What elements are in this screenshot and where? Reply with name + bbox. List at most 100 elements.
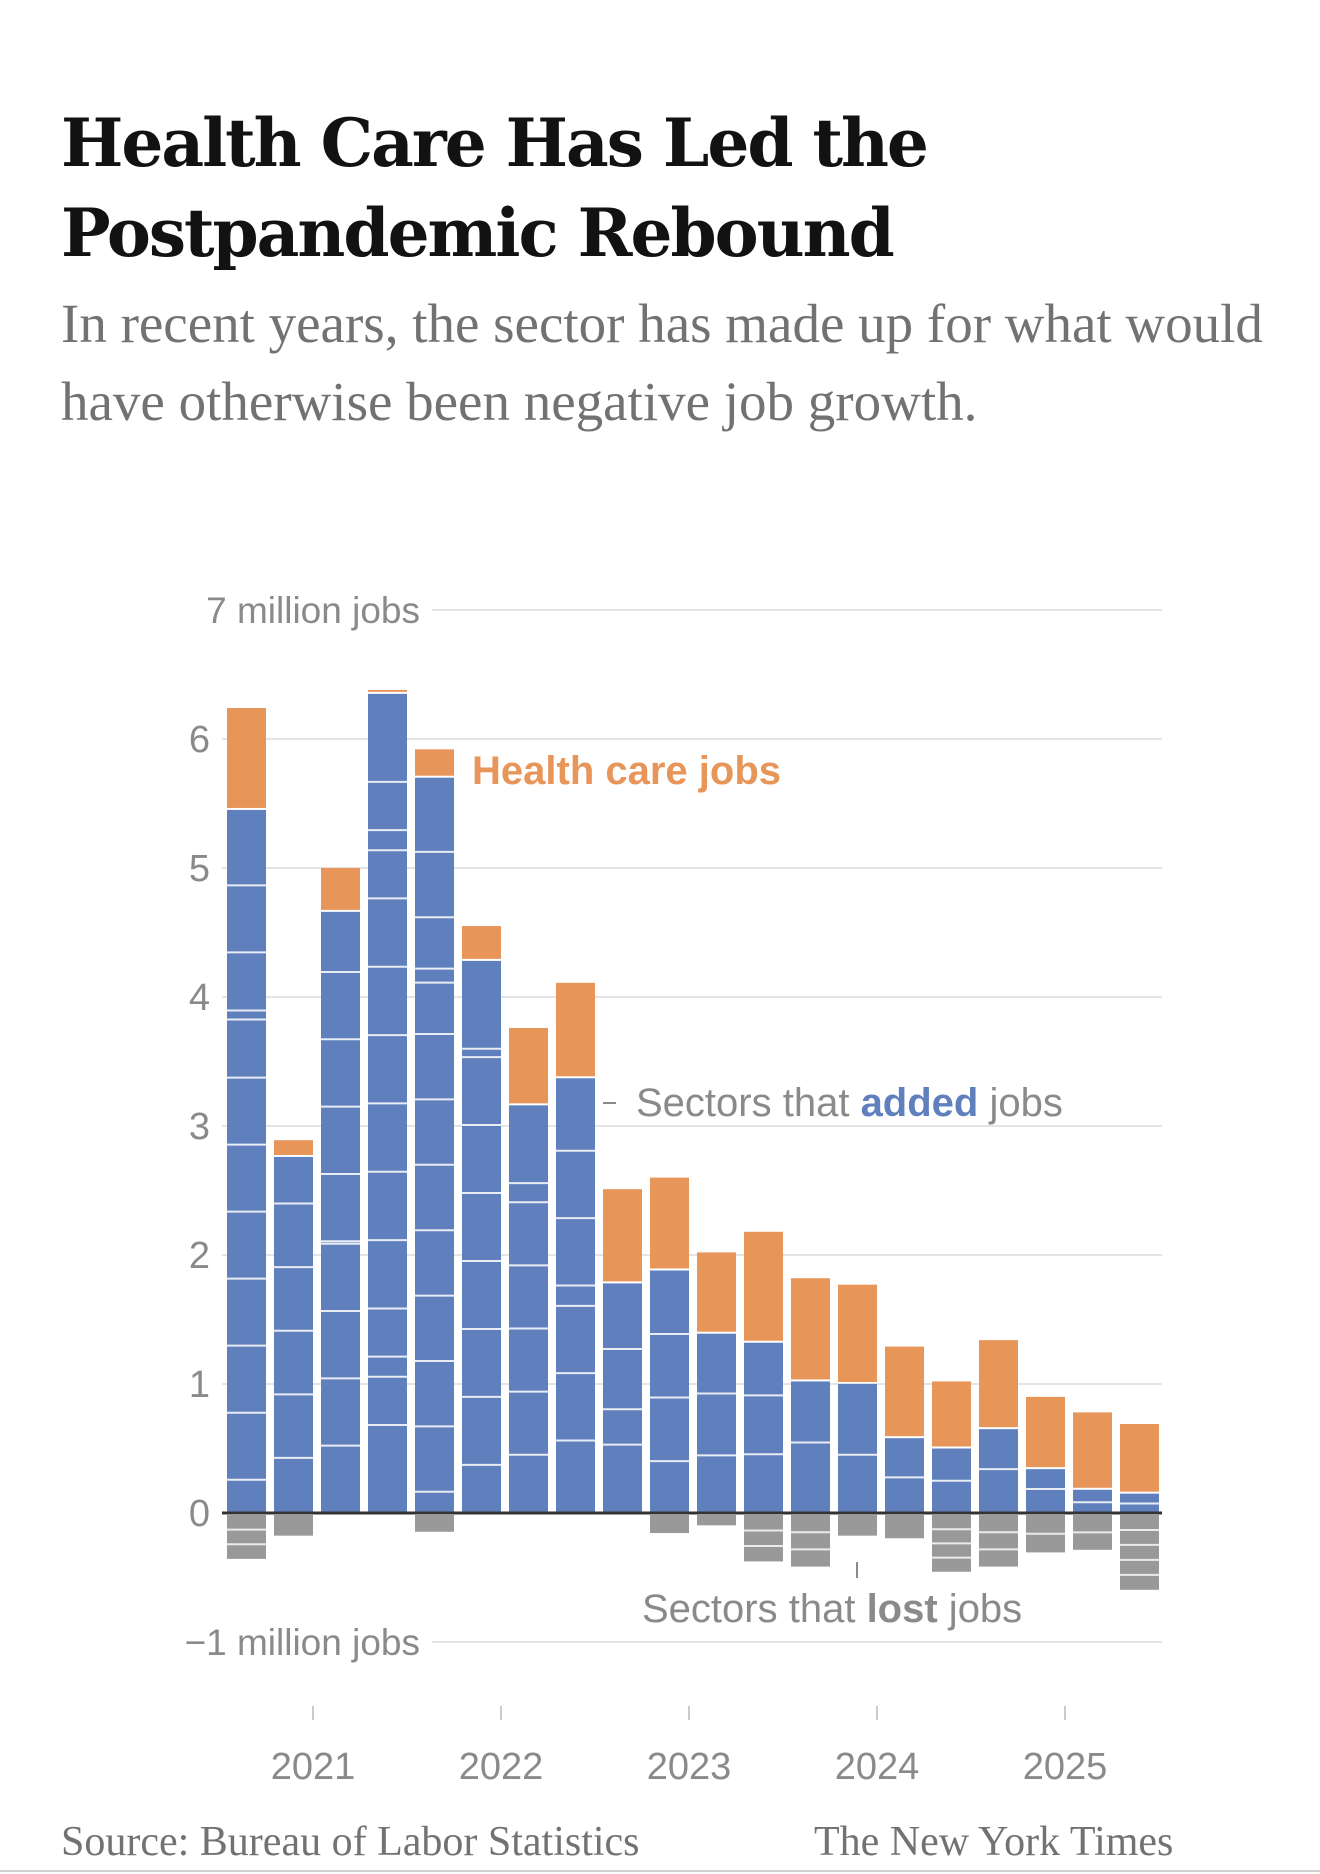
bottom-divider xyxy=(0,1870,1320,1872)
bar-added xyxy=(415,777,454,1513)
bar-health-care xyxy=(885,1346,924,1437)
stacked-bar-chart: 7 million jobs 6 5 4 3 2 1 0 −1 million jobs 202… xyxy=(185,590,1162,1788)
bar-added xyxy=(462,960,501,1513)
bar-group xyxy=(932,1381,971,1572)
bar-added xyxy=(791,1381,830,1513)
bar-health-care xyxy=(1120,1423,1159,1492)
bar-group xyxy=(227,708,266,1559)
bar-lost xyxy=(274,1515,313,1536)
bar-health-care xyxy=(791,1278,830,1380)
bar-group xyxy=(415,749,454,1532)
bar-health-care xyxy=(932,1381,971,1447)
bar-added xyxy=(274,1156,313,1513)
bars xyxy=(222,689,1162,1590)
bar-lost xyxy=(227,1515,266,1559)
bar-lost xyxy=(885,1515,924,1539)
bar-lost xyxy=(415,1515,454,1532)
bar-health-care xyxy=(838,1284,877,1382)
bar-added xyxy=(697,1333,736,1513)
bar-group xyxy=(791,1278,830,1567)
bar-group xyxy=(368,689,407,1513)
bar-health-care xyxy=(1026,1396,1065,1468)
y-tick-label: 4 xyxy=(189,977,210,1019)
bar-group xyxy=(650,1177,689,1534)
chart-subtitle: In recent years, the sector has made up … xyxy=(61,293,1263,432)
x-axis-ticks: 2021 2022 2023 2024 2025 xyxy=(271,1706,1108,1788)
added-label: Sectors that added jobs xyxy=(636,1081,1063,1125)
bar-health-care xyxy=(556,982,595,1077)
bar-added xyxy=(1026,1469,1065,1513)
lost-label: Sectors that lost jobs xyxy=(642,1587,1022,1631)
source-note: Source: Bureau of Labor Statistics xyxy=(61,1819,640,1865)
bar-lost xyxy=(744,1515,783,1562)
bar-health-care xyxy=(603,1189,642,1282)
added-label-prefix: Sectors that xyxy=(636,1081,861,1125)
x-tick-label: 2025 xyxy=(1023,1746,1108,1788)
bar-lost xyxy=(650,1515,689,1534)
x-tick-label: 2022 xyxy=(459,1746,544,1788)
bar-group xyxy=(603,1189,642,1513)
bar-group xyxy=(274,1140,313,1536)
bar-health-care xyxy=(979,1340,1018,1428)
bar-added xyxy=(509,1105,548,1513)
bar-health-care xyxy=(415,749,454,776)
bar-health-care xyxy=(462,926,501,959)
bar-added xyxy=(321,911,360,1513)
y-tick-label: 6 xyxy=(189,719,210,761)
bar-lost xyxy=(791,1515,830,1567)
added-label-suffix: jobs xyxy=(978,1081,1063,1125)
bar-health-care xyxy=(274,1140,313,1155)
y-tick-label: 3 xyxy=(189,1106,210,1148)
bar-added xyxy=(227,809,266,1513)
lost-label-bold: lost xyxy=(867,1587,938,1631)
bar-group xyxy=(1026,1396,1065,1553)
bar-group xyxy=(744,1231,783,1562)
bar-health-care xyxy=(321,868,360,910)
bar-group xyxy=(1073,1412,1112,1550)
bar-added xyxy=(603,1283,642,1513)
y-axis-ticks: 7 million jobs 6 5 4 3 2 1 0 −1 million jobs xyxy=(185,590,420,1663)
bar-group xyxy=(838,1284,877,1536)
y-tick-label: 5 xyxy=(189,848,210,890)
bar-added xyxy=(838,1384,877,1513)
y-tick-label: 1 xyxy=(189,1364,210,1406)
bar-group xyxy=(462,926,501,1513)
bar-group xyxy=(1120,1423,1159,1590)
bar-added xyxy=(650,1270,689,1513)
y-tick-label: 0 xyxy=(189,1493,210,1535)
x-tick-label: 2021 xyxy=(271,1746,356,1788)
bar-lost xyxy=(697,1515,736,1526)
bar-health-care xyxy=(227,708,266,808)
bar-lost xyxy=(838,1515,877,1536)
bar-health-care xyxy=(744,1231,783,1341)
bar-group xyxy=(556,982,595,1513)
x-tick-label: 2024 xyxy=(835,1746,920,1788)
lost-label-prefix: Sectors that xyxy=(642,1587,867,1631)
bar-group xyxy=(509,1027,548,1513)
bar-group xyxy=(697,1252,736,1526)
bar-group xyxy=(979,1340,1018,1567)
bar-health-care xyxy=(368,689,407,692)
bar-health-care xyxy=(650,1177,689,1269)
bar-group xyxy=(885,1346,924,1539)
lost-label-suffix: jobs xyxy=(938,1587,1023,1631)
x-tick-label: 2023 xyxy=(647,1746,732,1788)
bar-health-care xyxy=(697,1252,736,1332)
bar-health-care xyxy=(509,1027,548,1104)
y-tick-label: 2 xyxy=(189,1235,210,1277)
bar-lost xyxy=(1120,1515,1159,1590)
y-tick-label: 7 million jobs xyxy=(206,590,420,631)
health-care-label: Health care jobs xyxy=(472,749,781,793)
chart-title: Health Care Has Led the Postpandemic Reb… xyxy=(61,104,929,272)
bar-health-care xyxy=(1073,1412,1112,1488)
bar-lost xyxy=(979,1515,1018,1567)
bar-added xyxy=(885,1438,924,1513)
bar-added xyxy=(744,1342,783,1513)
bar-added xyxy=(556,1078,595,1513)
added-label-bold: added xyxy=(861,1081,979,1125)
y-tick-label: −1 million jobs xyxy=(185,1622,420,1663)
bar-added xyxy=(979,1429,1018,1513)
bar-group xyxy=(321,868,360,1513)
credit: The New York Times xyxy=(814,1819,1174,1865)
